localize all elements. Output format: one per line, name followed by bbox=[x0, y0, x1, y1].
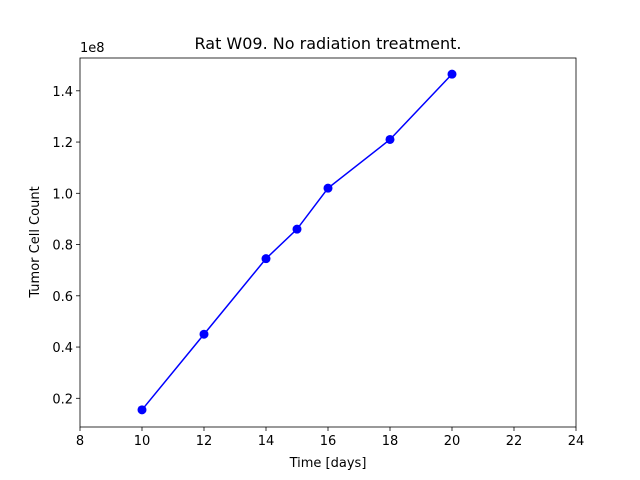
data-point bbox=[261, 254, 271, 264]
y-tick-label: 0.2 bbox=[52, 392, 73, 407]
y-tick-label: 1.4 bbox=[52, 85, 73, 100]
x-axis-label: Time [days] bbox=[289, 456, 367, 471]
data-point bbox=[385, 134, 395, 144]
y-tick-label: 1.0 bbox=[52, 187, 73, 202]
y-tick-label: 0.8 bbox=[52, 239, 73, 254]
data-point bbox=[292, 224, 302, 234]
y-axis-label: Tumor Cell Count bbox=[28, 186, 43, 298]
x-tick-label: 10 bbox=[134, 434, 151, 449]
chart-title: Rat W09. No radiation treatment. bbox=[195, 34, 462, 53]
y-tick-label: 0.4 bbox=[52, 341, 73, 356]
data-point bbox=[323, 183, 333, 193]
data-point bbox=[447, 69, 457, 79]
x-tick-label: 18 bbox=[382, 434, 399, 449]
data-point bbox=[137, 405, 147, 415]
x-tick-label: 22 bbox=[506, 434, 523, 449]
y-axis-offset-label: 1e8 bbox=[80, 41, 105, 56]
y-tick-label: 0.6 bbox=[52, 290, 73, 305]
x-tick-label: 20 bbox=[444, 434, 461, 449]
axes-frame bbox=[79, 57, 577, 428]
x-tick-label: 12 bbox=[196, 434, 213, 449]
y-tick-label: 1.2 bbox=[52, 136, 73, 151]
x-tick-label: 16 bbox=[320, 434, 337, 449]
x-tick-label: 8 bbox=[76, 434, 84, 449]
data-point bbox=[199, 329, 209, 339]
x-tick-label: 14 bbox=[258, 434, 275, 449]
x-tick-label: 24 bbox=[568, 434, 585, 449]
plot-area: 8 10 12 14 16 18 20 22 24 0.2 0.4 0.6 0.8 1.0 1.2 1.4 bbox=[52, 57, 585, 449]
